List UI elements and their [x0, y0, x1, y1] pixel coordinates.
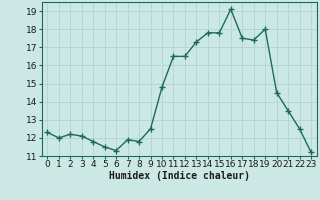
X-axis label: Humidex (Indice chaleur): Humidex (Indice chaleur): [109, 171, 250, 181]
